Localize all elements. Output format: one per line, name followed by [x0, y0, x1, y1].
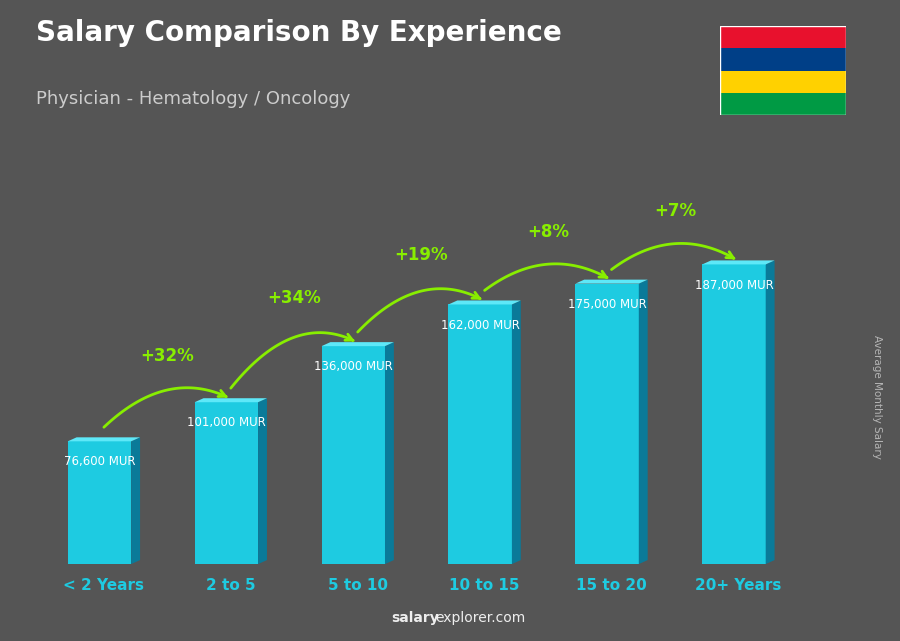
- Text: +19%: +19%: [394, 246, 448, 264]
- Polygon shape: [575, 279, 648, 283]
- Text: < 2 Years: < 2 Years: [63, 578, 144, 593]
- Bar: [720, 26, 846, 48]
- Text: +32%: +32%: [140, 347, 194, 365]
- FancyBboxPatch shape: [321, 346, 385, 564]
- FancyBboxPatch shape: [448, 304, 512, 564]
- Text: 136,000 MUR: 136,000 MUR: [314, 360, 392, 373]
- Polygon shape: [448, 301, 521, 304]
- Polygon shape: [258, 398, 267, 564]
- Text: +8%: +8%: [527, 223, 569, 241]
- Polygon shape: [702, 260, 775, 264]
- Text: +7%: +7%: [654, 203, 696, 221]
- Text: +34%: +34%: [267, 289, 321, 307]
- Text: explorer.com: explorer.com: [436, 611, 526, 625]
- FancyBboxPatch shape: [68, 441, 131, 564]
- FancyBboxPatch shape: [575, 283, 639, 564]
- Text: 10 to 15: 10 to 15: [449, 578, 520, 593]
- Bar: [720, 48, 846, 71]
- Polygon shape: [385, 342, 394, 564]
- Text: salary: salary: [392, 611, 439, 625]
- Text: Salary Comparison By Experience: Salary Comparison By Experience: [36, 19, 562, 47]
- FancyBboxPatch shape: [194, 403, 258, 564]
- Text: 76,600 MUR: 76,600 MUR: [64, 455, 135, 469]
- FancyBboxPatch shape: [702, 264, 766, 564]
- Text: 101,000 MUR: 101,000 MUR: [187, 417, 266, 429]
- Text: 5 to 10: 5 to 10: [328, 578, 388, 593]
- Text: 15 to 20: 15 to 20: [576, 578, 647, 593]
- Text: 187,000 MUR: 187,000 MUR: [695, 278, 773, 292]
- Text: 175,000 MUR: 175,000 MUR: [568, 297, 646, 311]
- Text: Average Monthly Salary: Average Monthly Salary: [872, 335, 883, 460]
- Bar: [720, 93, 846, 115]
- Text: 20+ Years: 20+ Years: [695, 578, 781, 593]
- Text: 162,000 MUR: 162,000 MUR: [441, 319, 519, 331]
- Text: 2 to 5: 2 to 5: [206, 578, 256, 593]
- Polygon shape: [68, 437, 140, 441]
- Polygon shape: [512, 301, 521, 564]
- Polygon shape: [194, 398, 267, 403]
- Polygon shape: [766, 260, 775, 564]
- Text: Physician - Hematology / Oncology: Physician - Hematology / Oncology: [36, 90, 350, 108]
- Polygon shape: [321, 342, 394, 346]
- Bar: [720, 71, 846, 93]
- Polygon shape: [131, 437, 140, 564]
- Polygon shape: [639, 279, 648, 564]
